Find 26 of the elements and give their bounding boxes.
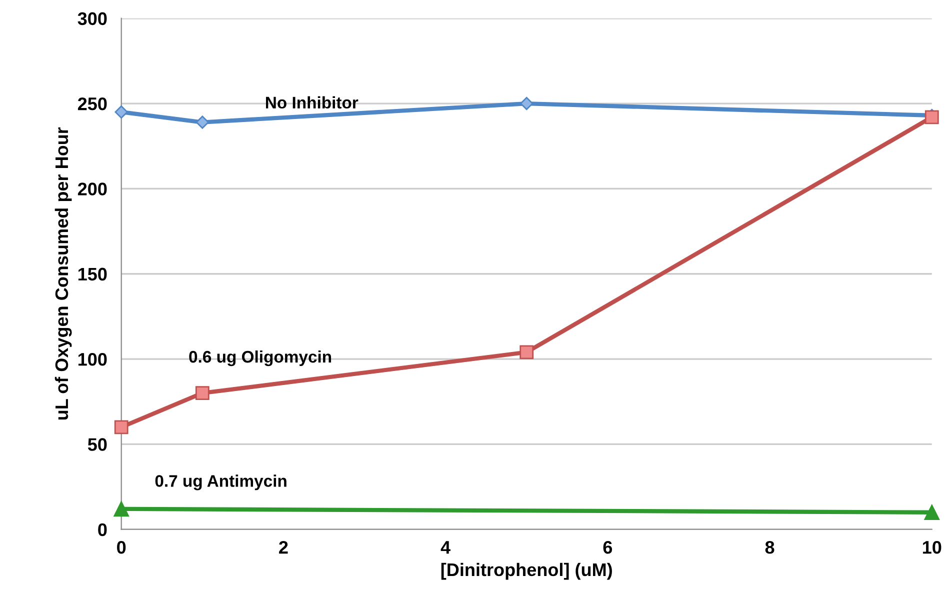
- y-tick-label: 150: [78, 268, 107, 281]
- point: [114, 105, 128, 119]
- x-axis-title: [Dinitrophenol] (uM): [441, 562, 612, 580]
- y-tick-label: 300: [78, 12, 107, 26]
- y-tick-label: 250: [78, 97, 107, 110]
- y-tick-label: 50: [88, 438, 107, 451]
- x-tick-label: 2: [279, 540, 288, 554]
- point: [520, 96, 534, 110]
- y-axis-title: uL of Oxygen Consumed per Hour: [54, 127, 72, 420]
- point: [196, 116, 209, 129]
- point: [114, 420, 128, 434]
- x-tick-label: 10: [922, 540, 942, 554]
- point: [520, 345, 534, 360]
- x-tick-label: 4: [440, 541, 450, 554]
- y-tick-label: 0: [98, 523, 107, 536]
- x-tick-label: 8: [765, 540, 774, 554]
- series-label: 0.7 ug Antimycin: [155, 474, 286, 490]
- point: [114, 501, 129, 517]
- point: [924, 504, 940, 520]
- point: [195, 386, 210, 400]
- series-label: 0.6 ug Oligomycin: [189, 350, 332, 366]
- y-tick-label: 100: [78, 352, 107, 366]
- x-tick-label: 0: [117, 540, 126, 554]
- x-tick-label: 6: [603, 540, 612, 554]
- y-tick-label: 200: [78, 182, 107, 196]
- series-label: No Inhibitor: [266, 96, 358, 109]
